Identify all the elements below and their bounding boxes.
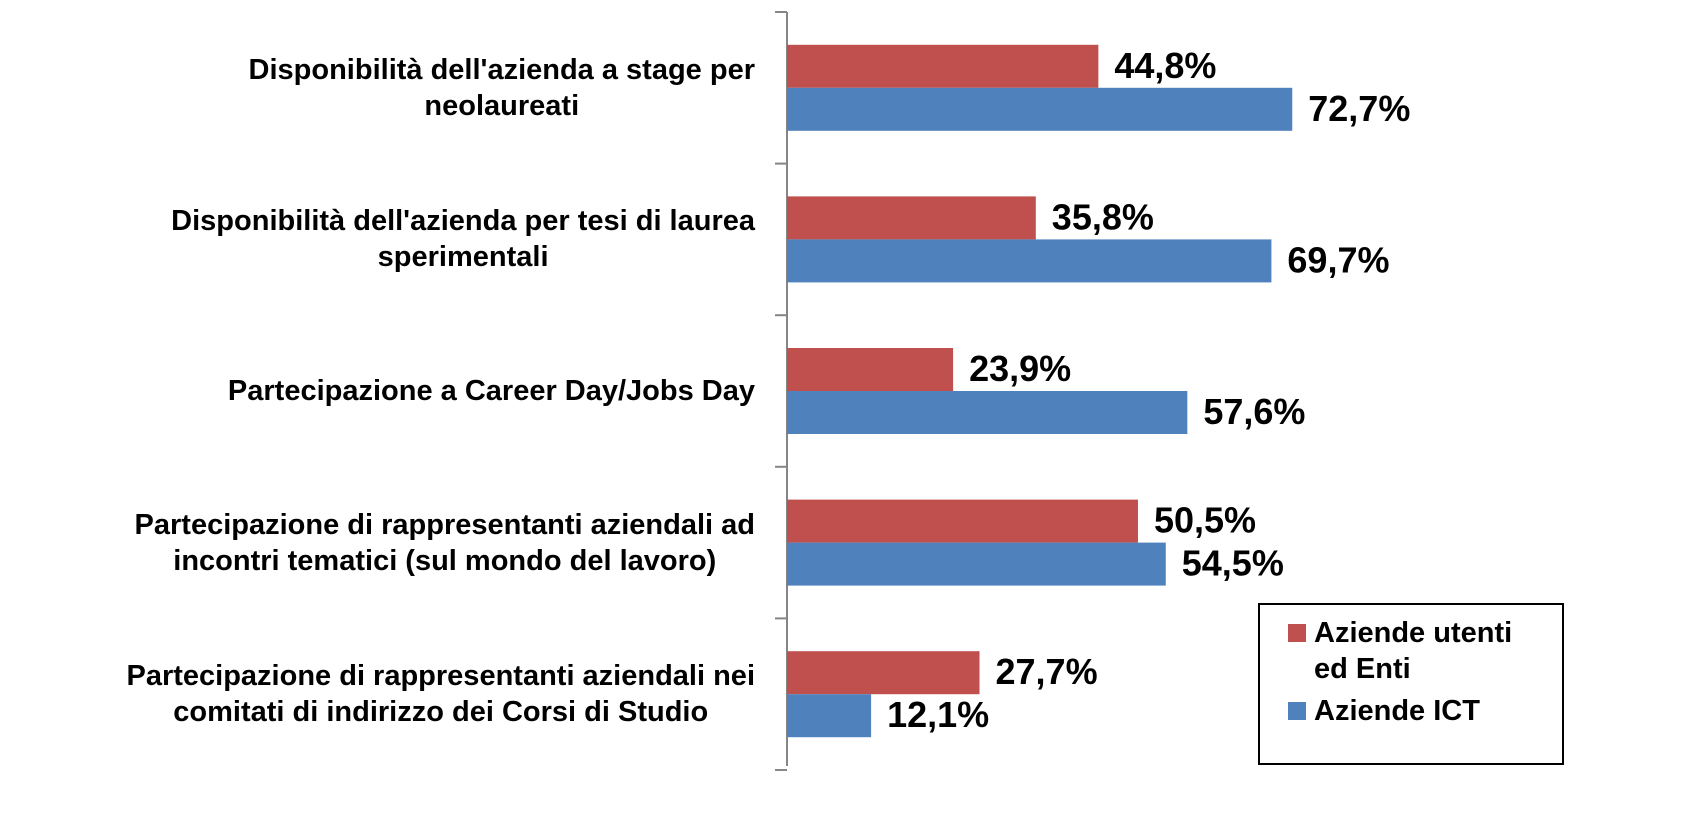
bar	[787, 651, 980, 694]
legend-entry: Aziende utenti ed Enti	[1288, 615, 1562, 687]
data-label: 54,5%	[1182, 543, 1284, 584]
legend-swatch	[1288, 702, 1306, 720]
data-label: 50,5%	[1154, 500, 1256, 541]
chart: 44,8% 72,7% 35,8% 69,7% 23,9% 57,6% 50,5%54,5%…	[0, 0, 1702, 832]
data-label: 35,8%	[1052, 196, 1154, 237]
category-label: Disponibilità dell'azienda a stage per n…	[249, 52, 755, 124]
legend-label: Aziende utenti ed Enti	[1314, 615, 1544, 687]
bar	[787, 239, 1271, 282]
bar	[787, 45, 1098, 88]
bar	[787, 694, 871, 737]
legend: Aziende utenti ed Enti Aziende ICT	[1258, 603, 1564, 765]
category-label: Partecipazione a Career Day/Jobs Day	[228, 373, 755, 409]
data-label: 69,7%	[1287, 239, 1389, 280]
bar	[787, 500, 1138, 543]
bar	[787, 391, 1187, 434]
data-label: 12,1%	[887, 694, 989, 735]
bar	[787, 88, 1292, 131]
data-label: 27,7%	[996, 651, 1098, 692]
legend-swatch	[1288, 624, 1306, 642]
category-label: Partecipazione di rappresentanti azienda…	[135, 507, 755, 579]
data-label: 23,9%	[969, 348, 1071, 389]
bar	[787, 348, 953, 391]
data-label: 72,7%	[1308, 88, 1410, 129]
category-label: Partecipazione di rappresentanti azienda…	[126, 658, 755, 730]
bar	[787, 196, 1036, 239]
bar	[787, 543, 1166, 586]
data-label: 44,8%	[1114, 45, 1216, 86]
data-label: 57,6%	[1203, 391, 1305, 432]
category-label: Disponibilità dell'azienda per tesi di l…	[171, 203, 755, 275]
legend-entry: Aziende ICT	[1288, 693, 1562, 729]
legend-label: Aziende ICT	[1314, 693, 1544, 729]
